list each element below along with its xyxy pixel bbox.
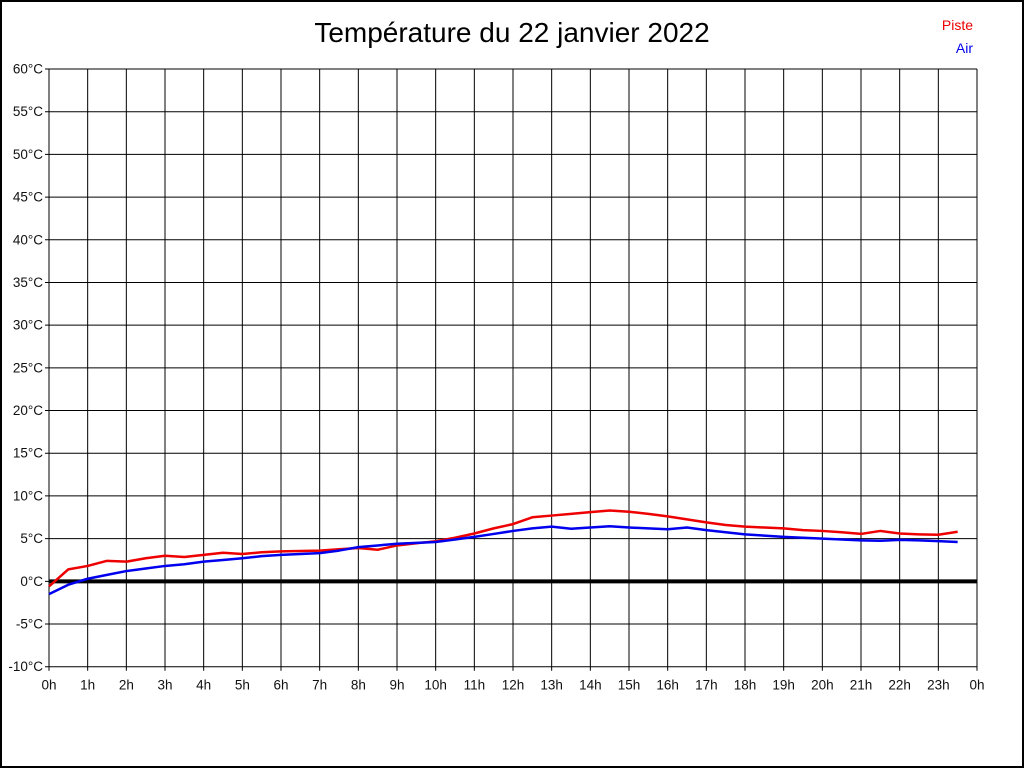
series-line-air [48, 524, 958, 596]
y-tick-label: 25°C [13, 360, 43, 375]
y-tick-label: 10°C [13, 488, 43, 503]
y-tick-label: -5°C [16, 617, 43, 632]
legend-item-piste: Piste [941, 17, 973, 33]
y-tick-label: 55°C [13, 104, 43, 119]
x-tick-label: 22h [888, 678, 911, 693]
x-tick-label: 9h [389, 678, 404, 693]
y-tick-label: -10°C [8, 659, 43, 674]
x-tick-label: 12h [502, 678, 525, 693]
x-tick-label: 17h [695, 678, 718, 693]
x-tick-label: 0h [41, 678, 56, 693]
y-tick-label: 0°C [20, 574, 43, 589]
legend: Piste Air [942, 14, 973, 60]
y-tick-label: 40°C [13, 232, 43, 247]
y-tick-label: 5°C [20, 531, 43, 546]
x-tick-label: 2h [119, 678, 134, 693]
y-tick-label: 35°C [13, 275, 43, 290]
x-tick-label: 21h [850, 678, 873, 693]
x-tick-label: 23h [927, 678, 950, 693]
x-tick-label: 8h [351, 678, 366, 693]
x-tick-label: 3h [157, 678, 172, 693]
x-tick-label: 10h [424, 678, 447, 693]
y-tick-label: 45°C [13, 190, 43, 205]
y-tick-label: 15°C [13, 446, 43, 461]
x-tick-label: 13h [540, 678, 563, 693]
x-tick-label: 4h [196, 678, 211, 693]
x-tick-label: 20h [811, 678, 834, 693]
x-tick-label: 1h [80, 678, 95, 693]
x-tick-label: 0h [969, 678, 984, 693]
x-tick-label: 7h [312, 678, 327, 693]
x-tick-label: 11h [464, 678, 486, 693]
legend-item-air: Air [955, 40, 973, 56]
y-tick-label: 50°C [13, 147, 43, 162]
x-tick-label: 5h [235, 678, 250, 693]
x-tick-label: 16h [656, 678, 679, 693]
y-tick-label: 30°C [13, 318, 43, 333]
x-tick-label: 14h [579, 678, 602, 693]
y-tick-label: 20°C [13, 403, 43, 418]
chart-title: Température du 22 janvier 2022 [314, 17, 710, 48]
x-tick-label: 19h [772, 678, 795, 693]
x-tick-label: 15h [618, 678, 641, 693]
y-tick-label: 60°C [13, 62, 43, 77]
x-tick-label: 6h [273, 678, 288, 693]
series-line-piste [48, 509, 958, 588]
x-tick-label: 18h [734, 678, 757, 693]
